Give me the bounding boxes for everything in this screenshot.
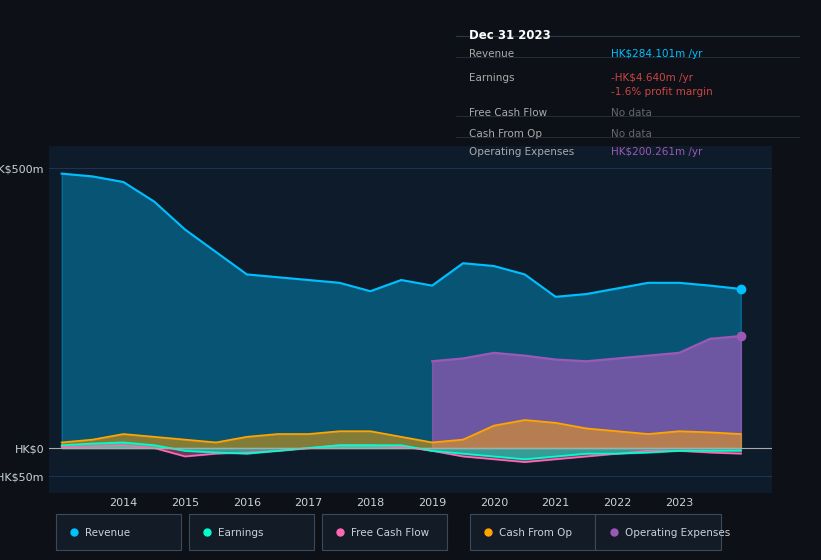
Text: Earnings: Earnings [218, 528, 264, 538]
FancyBboxPatch shape [470, 514, 595, 550]
Text: Operating Expenses: Operating Expenses [470, 147, 575, 157]
FancyBboxPatch shape [56, 514, 181, 550]
Text: Free Cash Flow: Free Cash Flow [470, 108, 548, 118]
Text: No data: No data [611, 108, 652, 118]
Text: No data: No data [611, 129, 652, 139]
Text: Dec 31 2023: Dec 31 2023 [470, 30, 551, 43]
Text: -HK$4.640m /yr: -HK$4.640m /yr [611, 73, 693, 83]
Text: Cash From Op: Cash From Op [499, 528, 572, 538]
Text: Operating Expenses: Operating Expenses [625, 528, 730, 538]
FancyBboxPatch shape [595, 514, 721, 550]
Text: -1.6% profit margin: -1.6% profit margin [611, 87, 713, 97]
FancyBboxPatch shape [322, 514, 447, 550]
Text: Revenue: Revenue [85, 528, 131, 538]
Text: Earnings: Earnings [470, 73, 515, 83]
FancyBboxPatch shape [189, 514, 314, 550]
Text: HK$284.101m /yr: HK$284.101m /yr [611, 49, 702, 59]
Text: HK$200.261m /yr: HK$200.261m /yr [611, 147, 702, 157]
Text: Cash From Op: Cash From Op [470, 129, 543, 139]
Text: Free Cash Flow: Free Cash Flow [351, 528, 429, 538]
Text: Revenue: Revenue [470, 49, 515, 59]
